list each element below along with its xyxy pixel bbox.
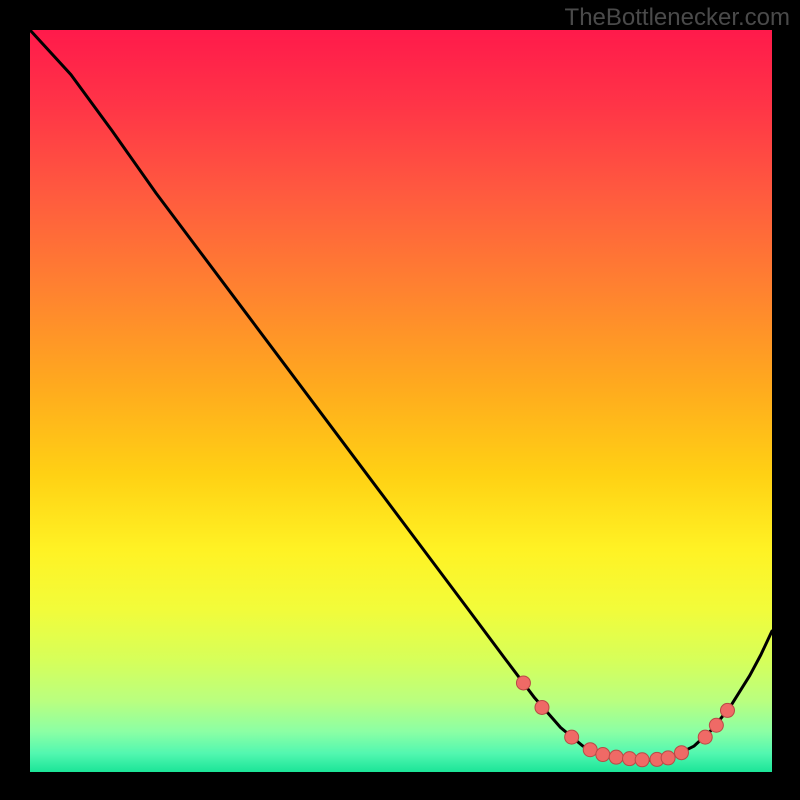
data-marker: [674, 746, 688, 760]
data-marker: [609, 750, 623, 764]
data-marker: [698, 730, 712, 744]
data-marker: [535, 700, 549, 714]
data-marker: [635, 753, 649, 767]
data-marker: [661, 751, 675, 765]
data-marker: [720, 703, 734, 717]
data-marker: [516, 676, 530, 690]
chart-stage: TheBottlenecker.com: [0, 0, 800, 800]
data-marker: [596, 748, 610, 762]
data-marker: [623, 752, 637, 766]
plot-gradient-background: [30, 30, 772, 772]
data-marker: [583, 743, 597, 757]
data-marker: [565, 730, 579, 744]
chart-svg: [0, 0, 800, 800]
data-marker: [709, 718, 723, 732]
